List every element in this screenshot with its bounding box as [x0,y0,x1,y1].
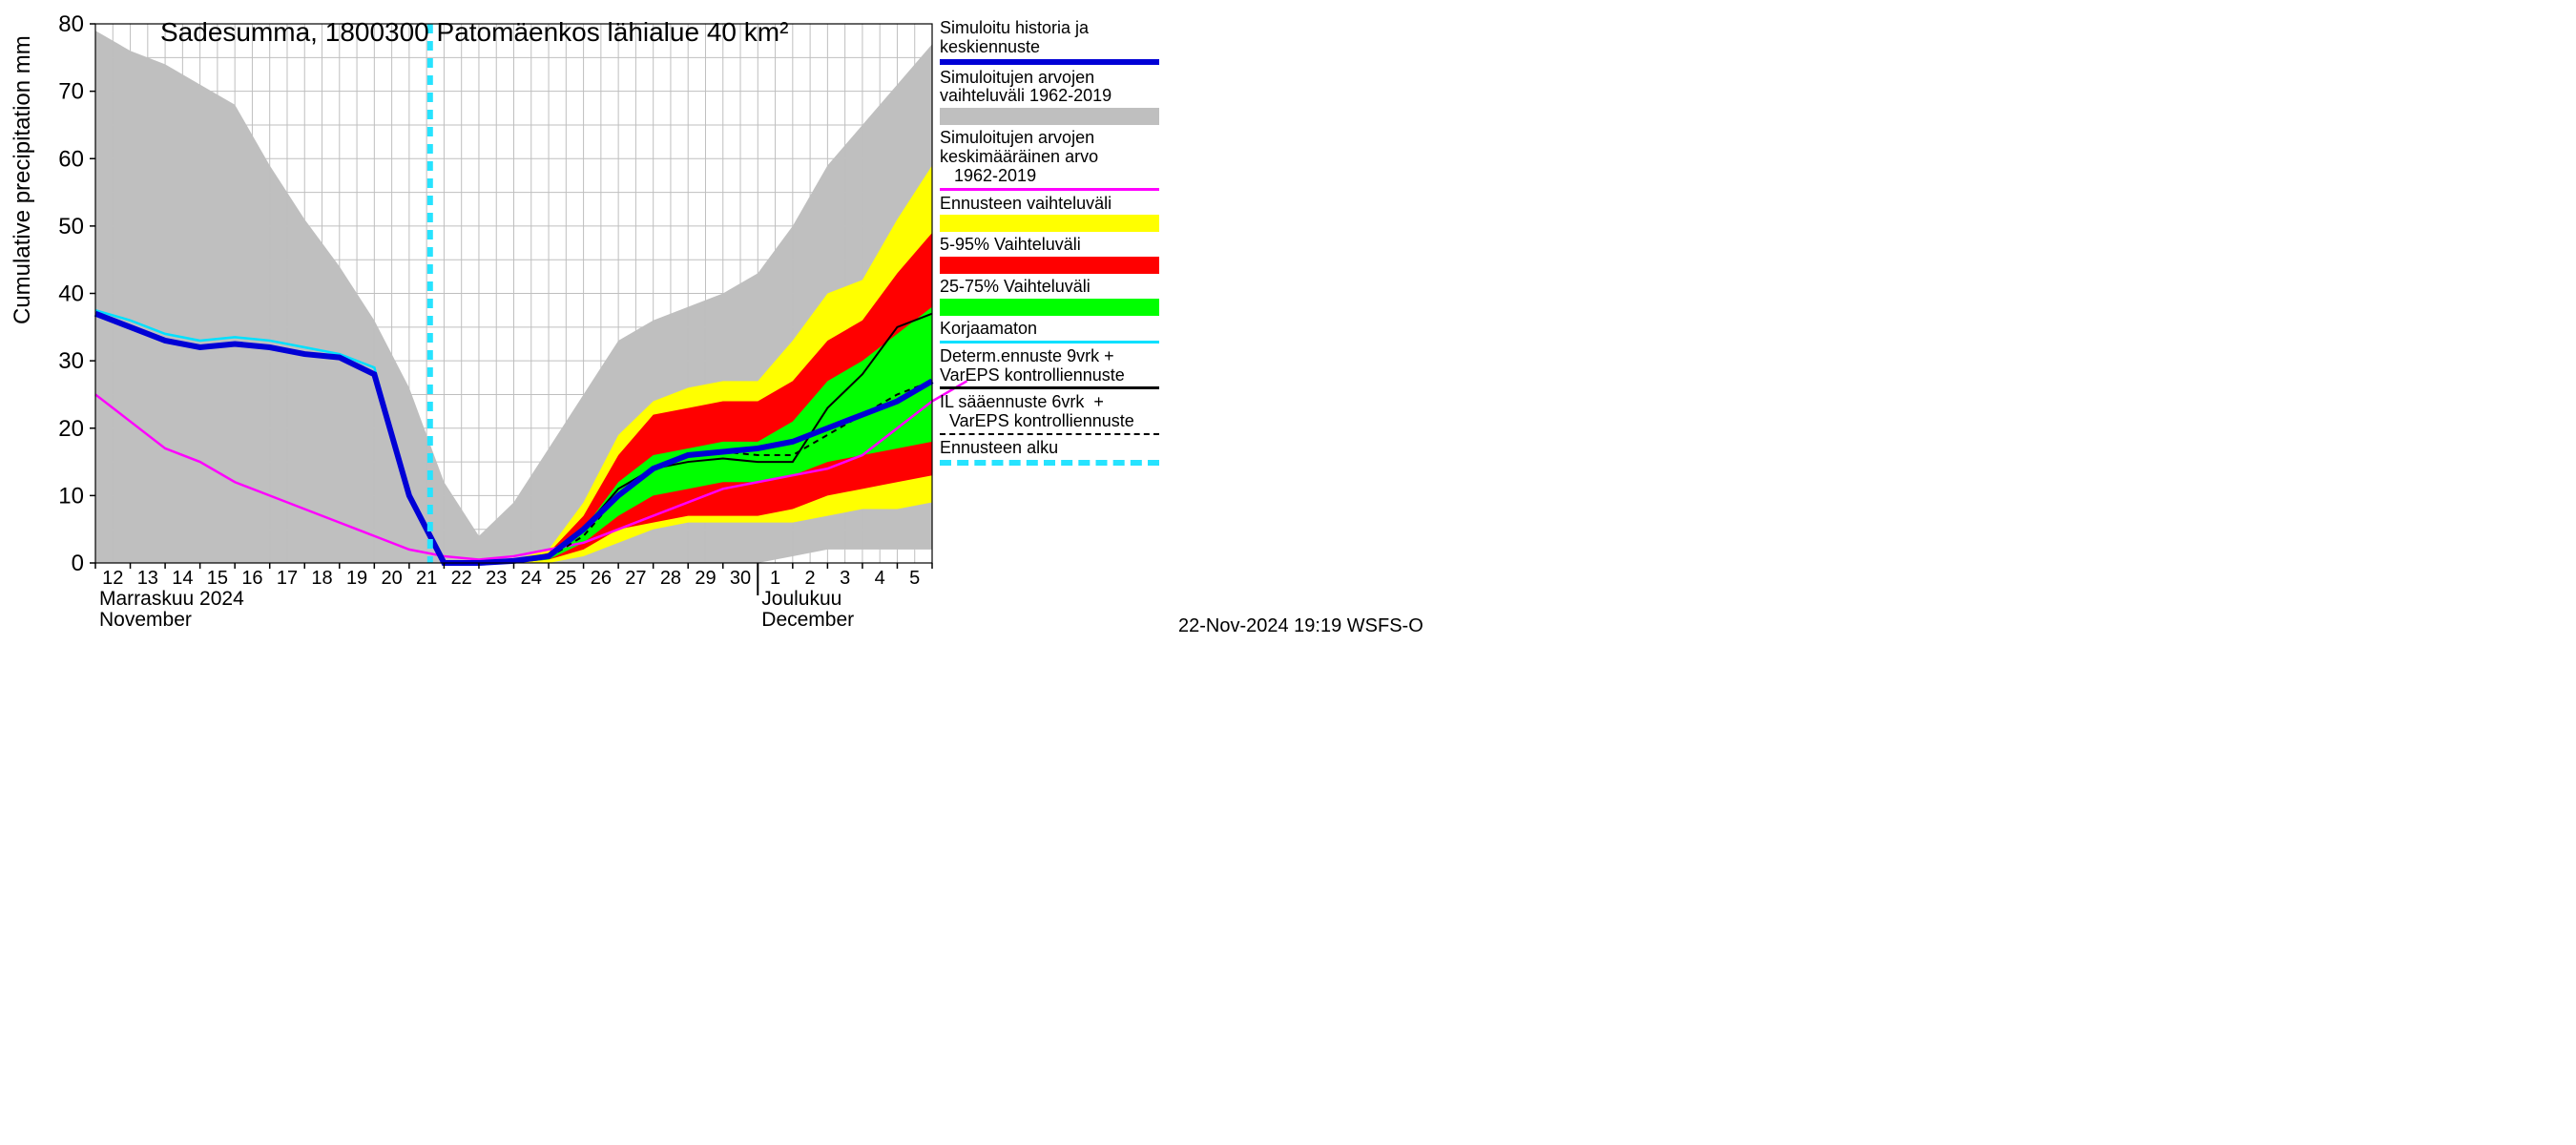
svg-text:23: 23 [486,568,507,589]
svg-text:20: 20 [58,416,84,442]
svg-text:November: November [99,609,192,631]
legend-label: IL sääennuste 6vrk + VarEPS kontrollienn… [940,393,1169,431]
svg-text:3: 3 [840,568,850,589]
legend-item: Simuloitujen arvojenkeskimääräinen arvo … [940,129,1169,190]
svg-text:19: 19 [346,568,367,589]
legend: Simuloitu historia jakeskiennuste Simuloi… [940,19,1169,469]
svg-text:70: 70 [58,79,84,105]
legend-swatch [940,460,1159,466]
legend-item: 5-95% Vaihteluväli [940,236,1169,274]
svg-text:30: 30 [58,348,84,374]
legend-item: Ennusteen vaihteluväli [940,195,1169,233]
chart-container: Cumulative precipitation mm Sadesumma, 1… [0,0,1460,649]
svg-text:27: 27 [625,568,646,589]
svg-text:24: 24 [521,568,542,589]
svg-text:22: 22 [451,568,472,589]
legend-label: 25-75% Vaihteluväli [940,278,1169,297]
precipitation-chart: 0102030405060708012131415161718192021222… [0,0,1460,649]
legend-swatch [940,257,1159,274]
svg-text:15: 15 [207,568,228,589]
svg-text:14: 14 [172,568,193,589]
svg-text:60: 60 [58,146,84,172]
svg-text:0: 0 [72,551,84,576]
svg-text:25: 25 [555,568,576,589]
legend-item: 25-75% Vaihteluväli [940,278,1169,316]
svg-text:2: 2 [805,568,816,589]
legend-swatch [940,386,1159,389]
legend-label: Korjaamaton [940,320,1169,339]
chart-title: Sadesumma, 1800300 Patomäenkos lähialue … [160,17,788,48]
legend-label: 5-95% Vaihteluväli [940,236,1169,255]
svg-text:80: 80 [58,11,84,37]
legend-swatch [940,341,1159,344]
legend-item: Simuloitu historia jakeskiennuste [940,19,1169,65]
svg-text:40: 40 [58,281,84,307]
svg-text:Marraskuu 2024: Marraskuu 2024 [99,588,244,610]
svg-text:5: 5 [909,568,920,589]
y-axis-title: Cumulative precipitation mm [10,35,36,324]
legend-swatch [940,188,1159,191]
legend-swatch [940,59,1159,65]
svg-text:17: 17 [277,568,298,589]
svg-text:4: 4 [875,568,885,589]
legend-label: Ennusteen alku [940,439,1169,458]
legend-label: Simuloitujen arvojenkeskimääräinen arvo … [940,129,1169,185]
legend-swatch [940,299,1159,316]
svg-text:20: 20 [381,568,402,589]
svg-text:13: 13 [137,568,158,589]
svg-text:16: 16 [241,568,262,589]
svg-text:28: 28 [660,568,681,589]
svg-text:18: 18 [311,568,332,589]
svg-text:26: 26 [591,568,612,589]
legend-item: Ennusteen alku [940,439,1169,466]
svg-text:50: 50 [58,214,84,239]
legend-swatch [940,215,1159,232]
legend-item: Determ.ennuste 9vrk +VarEPS kontrollienn… [940,347,1169,390]
svg-text:21: 21 [416,568,437,589]
svg-text:December: December [761,609,854,631]
svg-text:1: 1 [770,568,780,589]
svg-text:30: 30 [730,568,751,589]
legend-item: IL sääennuste 6vrk + VarEPS kontrollienn… [940,393,1169,435]
legend-label: Simuloitujen arvojenvaihteluväli 1962-20… [940,69,1169,107]
svg-text:12: 12 [102,568,123,589]
legend-swatch [940,108,1159,125]
legend-item: Korjaamaton [940,320,1169,344]
legend-swatch [940,433,1159,435]
svg-text:29: 29 [695,568,716,589]
legend-item: Simuloitujen arvojenvaihteluväli 1962-20… [940,69,1169,126]
legend-label: Determ.ennuste 9vrk +VarEPS kontrollienn… [940,347,1169,385]
timestamp-label: 22-Nov-2024 19:19 WSFS-O [1178,615,1423,637]
legend-label: Simuloitu historia jakeskiennuste [940,19,1169,57]
svg-text:Joulukuu: Joulukuu [761,588,841,610]
svg-text:10: 10 [58,483,84,509]
legend-label: Ennusteen vaihteluväli [940,195,1169,214]
